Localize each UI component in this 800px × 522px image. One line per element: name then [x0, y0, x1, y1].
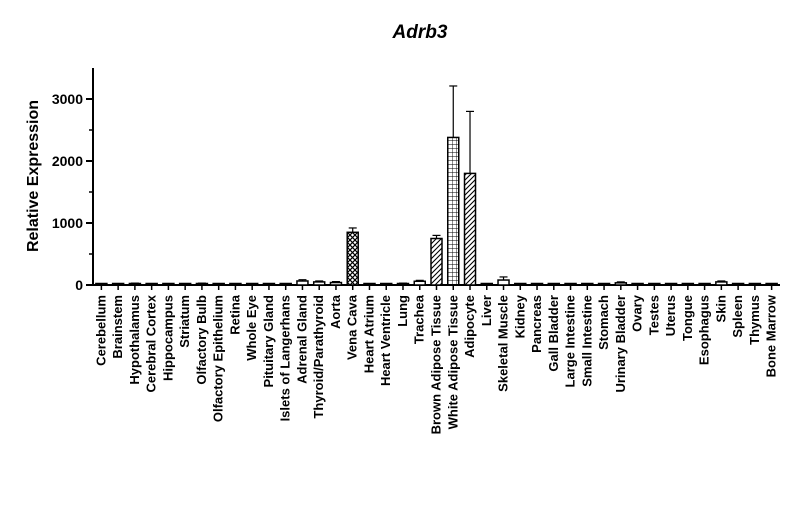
- bar: [463, 172, 477, 286]
- category-label: Striatum: [177, 295, 192, 348]
- y-axis-label: Relative Expression: [25, 100, 42, 252]
- category-label: Lung: [395, 295, 410, 327]
- bars: [95, 85, 778, 286]
- bar: [447, 136, 460, 286]
- bar: [296, 280, 309, 286]
- category-label: Brainstem: [110, 295, 125, 359]
- category-label: Pituitary Gland: [261, 295, 276, 388]
- category-label: Brown Adipose Tissue: [429, 295, 444, 434]
- category-label: Testes: [646, 295, 661, 335]
- category-label: Bone Marrow: [764, 294, 779, 377]
- category-label: Heart Atrium: [361, 295, 376, 373]
- category-label: Islets of Langerhans: [278, 295, 293, 421]
- category-label: Thyroid/Parathyroid: [311, 295, 326, 419]
- category-label: Vena Cava: [345, 294, 360, 360]
- bar: [329, 281, 343, 286]
- category-label: Heart Ventricle: [378, 295, 393, 386]
- category-label: White Adipose Tissue: [445, 295, 460, 429]
- y-tick-label: 2000: [52, 153, 83, 169]
- category-label: Large Intestine: [563, 295, 578, 387]
- category-label: Skin: [713, 295, 728, 323]
- category-label: Pancreas: [529, 295, 544, 353]
- bar: [346, 231, 359, 286]
- bar: [715, 281, 728, 286]
- bar: [497, 279, 510, 286]
- category-label: Ovary: [630, 294, 645, 332]
- category-label: Adipocyte: [462, 295, 477, 358]
- category-label: Gall Bladder: [546, 295, 561, 372]
- category-label: Liver: [479, 295, 494, 326]
- category-label: Small Intestine: [579, 295, 594, 387]
- category-label: Whole Eye: [244, 295, 259, 361]
- category-label: Hypothalamus: [127, 295, 142, 385]
- category-label: Retina: [227, 294, 242, 335]
- bar: [312, 281, 326, 286]
- bar: [614, 282, 628, 286]
- category-label: Uterus: [663, 295, 678, 336]
- y-tick-label: 3000: [52, 91, 83, 107]
- category-label: Hippocampus: [160, 295, 175, 381]
- category-label: Esophagus: [697, 295, 712, 365]
- y-tick-label: 0: [75, 277, 83, 293]
- chart-title: Adrb3: [392, 22, 448, 43]
- category-label: Tongue: [680, 295, 695, 341]
- category-label: Trachea: [412, 294, 427, 344]
- category-label: Stomach: [596, 295, 611, 350]
- axes: 0 1000 2000 3000: [52, 68, 780, 293]
- category-label: Thymus: [747, 295, 762, 345]
- category-label: Kidney: [512, 294, 527, 338]
- category-labels: Cerebellum Brainstem Hypothalamus Cerebral …: [93, 294, 778, 434]
- category-label: Adrenal Gland: [294, 295, 309, 384]
- category-label: Spleen: [730, 295, 745, 338]
- category-label: Skeletal Muscle: [496, 295, 511, 392]
- category-label: Olfactory Epithelium: [211, 295, 226, 422]
- y-tick-label: 1000: [52, 215, 83, 231]
- category-label: Cerebellum: [93, 295, 108, 366]
- category-label: Olfactory Bulb: [194, 295, 209, 385]
- bar: [413, 280, 426, 286]
- bar: [430, 237, 443, 286]
- category-label: Aorta: [328, 294, 343, 329]
- category-label: Cerebral Cortex: [144, 294, 159, 392]
- category-label: Urinary Bladder: [613, 295, 628, 393]
